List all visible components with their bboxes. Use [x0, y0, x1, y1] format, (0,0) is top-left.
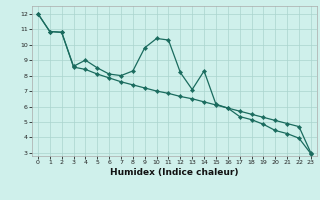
X-axis label: Humidex (Indice chaleur): Humidex (Indice chaleur): [110, 168, 239, 177]
